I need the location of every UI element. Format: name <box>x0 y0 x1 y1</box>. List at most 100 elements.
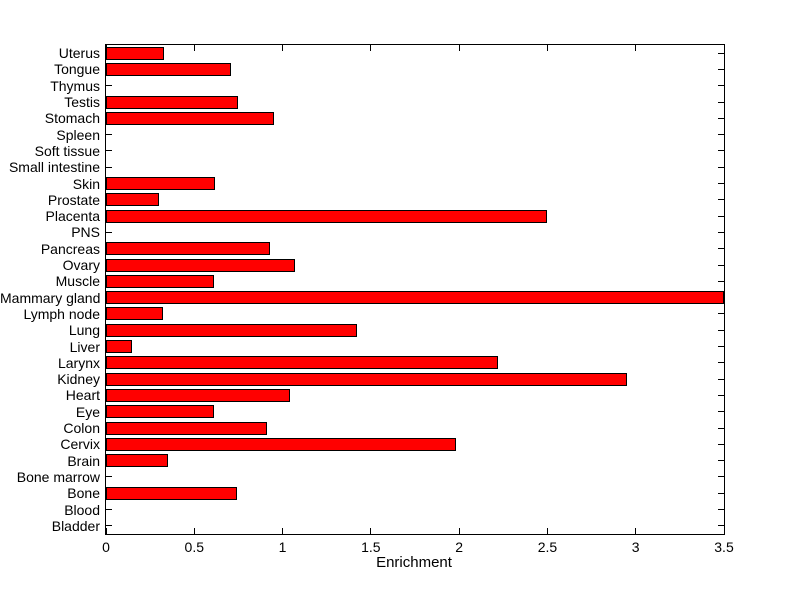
y-tick-label: Heart <box>65 387 100 404</box>
y-tick <box>718 378 724 380</box>
x-tick <box>635 45 637 51</box>
x-tick <box>193 45 195 51</box>
bar <box>106 437 456 451</box>
x-tick <box>282 45 284 51</box>
bar <box>106 274 214 288</box>
x-tick <box>282 528 284 534</box>
y-tick-label: Small intestine <box>8 159 100 176</box>
y-tick <box>106 231 112 233</box>
y-tick <box>718 68 724 70</box>
x-tick <box>635 528 637 534</box>
y-tick <box>718 492 724 494</box>
y-tick-label: Mammary gland <box>0 289 101 306</box>
y-tick-label: Muscle <box>55 273 100 290</box>
y-tick <box>718 231 724 233</box>
y-tick-label: Larynx <box>57 354 100 371</box>
y-tick-label: Bone <box>67 485 100 502</box>
y-tick <box>718 134 724 136</box>
y-tick <box>718 264 724 266</box>
y-tick <box>106 476 112 478</box>
y-tick <box>718 85 724 87</box>
x-tick-label: 0.5 <box>184 539 205 555</box>
bar <box>106 486 237 500</box>
y-tick-label: Skin <box>72 175 100 192</box>
y-tick-label: Soft tissue <box>34 142 100 159</box>
y-tick <box>106 134 112 136</box>
bar <box>106 340 133 354</box>
y-tick <box>718 101 724 103</box>
y-tick-label: Ovary <box>62 257 100 274</box>
bar <box>106 242 271 256</box>
y-tick <box>718 313 724 315</box>
y-tick <box>718 362 724 364</box>
y-tick <box>718 443 724 445</box>
y-tick <box>718 166 724 168</box>
y-tick-label: Thymus <box>50 77 100 94</box>
bar <box>106 177 216 191</box>
bar <box>106 193 159 207</box>
y-tick <box>718 215 724 217</box>
y-tick-label: Lung <box>68 322 100 339</box>
x-tick <box>105 45 107 51</box>
y-tick <box>106 150 112 152</box>
bar <box>106 356 498 370</box>
y-tick <box>718 346 724 348</box>
x-tick <box>546 528 548 534</box>
y-tick <box>718 460 724 462</box>
plot-area <box>105 44 725 535</box>
bar <box>106 307 163 321</box>
y-tick <box>718 248 724 250</box>
x-tick-label: 2 <box>455 539 464 555</box>
x-tick-label: 0 <box>102 539 110 555</box>
y-tick <box>718 411 724 413</box>
x-axis-label: Enrichment <box>376 554 452 571</box>
x-tick <box>370 45 372 51</box>
x-tick-label: 1 <box>278 539 287 555</box>
y-tick-label: Lymph node <box>23 305 100 322</box>
y-tick-label: Cervix <box>60 436 100 453</box>
y-tick <box>106 509 112 511</box>
y-tick <box>718 509 724 511</box>
y-tick-label: PNS <box>71 224 100 241</box>
x-tick <box>458 528 460 534</box>
x-tick-label: 3 <box>631 539 640 555</box>
x-tick <box>546 45 548 51</box>
bar <box>106 388 290 402</box>
y-tick-label: Colon <box>63 420 100 437</box>
bar <box>106 62 232 76</box>
y-tick-label: Bladder <box>51 517 100 534</box>
y-tick <box>718 525 724 527</box>
x-tick <box>723 528 725 534</box>
y-tick <box>718 329 724 331</box>
y-tick <box>718 183 724 185</box>
y-tick-label: Stomach <box>44 110 100 127</box>
y-tick <box>106 166 112 168</box>
y-tick-label: Bone marrow <box>16 468 100 485</box>
x-tick-label: 2.5 <box>537 539 558 555</box>
bar <box>106 95 239 109</box>
bar <box>106 372 627 386</box>
y-tick <box>718 52 724 54</box>
y-tick-label: Uterus <box>58 45 100 62</box>
x-tick-label: 1.5 <box>361 539 381 555</box>
y-tick <box>718 427 724 429</box>
y-tick <box>106 85 112 87</box>
bar <box>106 209 548 223</box>
bar <box>106 421 267 435</box>
bar <box>106 405 214 419</box>
y-tick <box>718 117 724 119</box>
y-tick-label: Brain <box>67 452 100 469</box>
bar <box>106 46 165 60</box>
x-tick <box>105 528 107 534</box>
y-tick-label: Tongue <box>54 61 100 78</box>
x-tick <box>458 45 460 51</box>
y-tick <box>718 150 724 152</box>
bar <box>106 111 274 125</box>
x-tick <box>723 45 725 51</box>
y-tick-label: Kidney <box>57 371 100 388</box>
x-tick-label: 3.5 <box>714 539 734 555</box>
bar <box>106 291 724 305</box>
y-tick-label: Pancreas <box>40 240 100 257</box>
x-tick <box>193 528 195 534</box>
